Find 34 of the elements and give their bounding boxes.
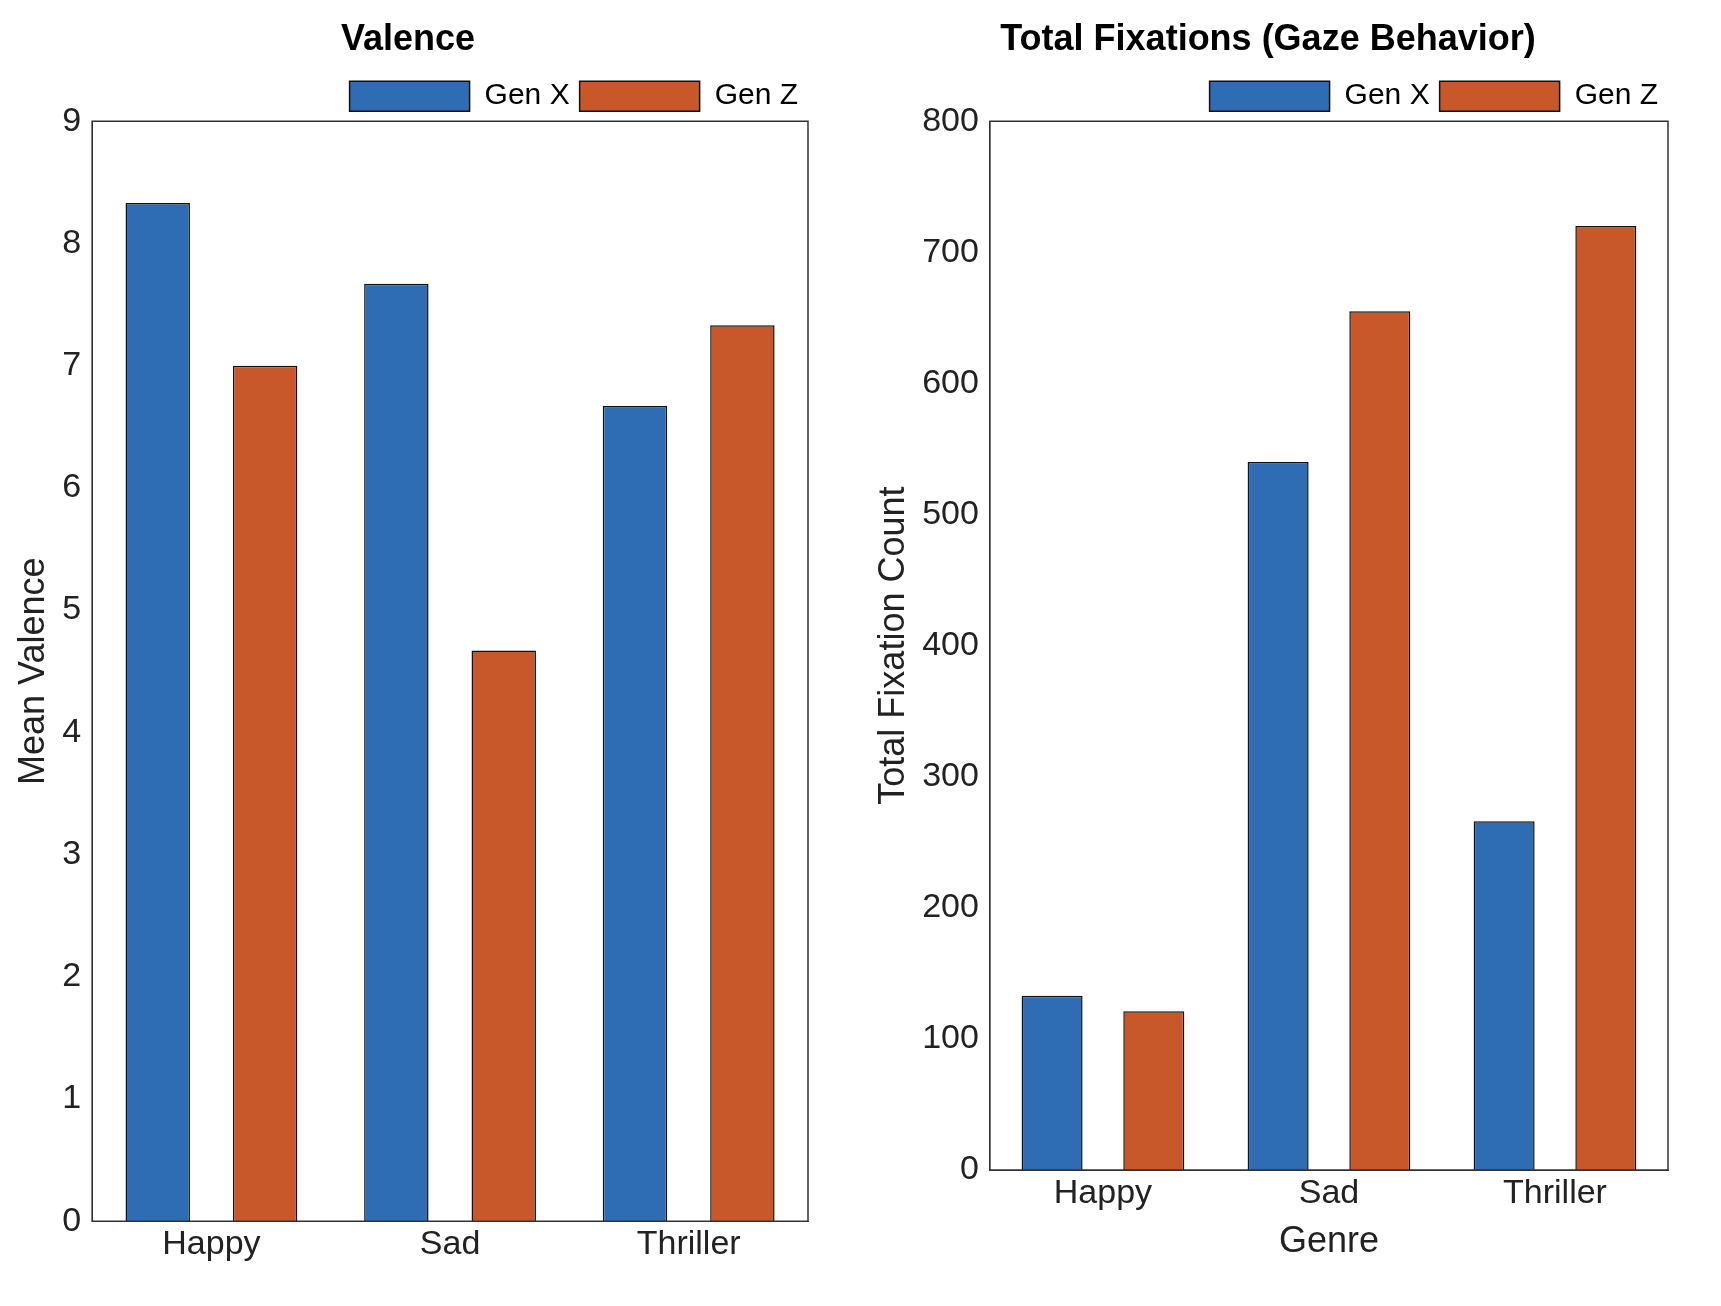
x-tick-label: Happy	[162, 1222, 261, 1261]
x-axis-title: Genre	[1278, 1219, 1379, 1261]
y-tick-label: 700	[922, 230, 979, 269]
y-tick-label: 800	[922, 99, 979, 138]
y-tick-label: 1	[62, 1077, 82, 1116]
chart-title: Valence	[340, 16, 476, 58]
y-tick-label: 4	[62, 710, 82, 749]
y-tick-label: 100	[922, 1017, 979, 1056]
y-tick-label: 600	[922, 361, 979, 400]
y-tick-label: 5	[62, 588, 82, 627]
y-tick-label: 0	[960, 1148, 979, 1187]
legend-label: Gen Z	[714, 77, 799, 111]
x-tick-label: Thriller	[1503, 1171, 1607, 1210]
y-axis-title: Total Fixation Count	[870, 486, 912, 805]
y-tick-label: 8	[62, 221, 82, 260]
x-tick-label: Happy	[1053, 1171, 1153, 1210]
x-tick-label: Sad	[1298, 1171, 1360, 1210]
chart-title: Total Fixations (Gaze Behavior)	[1000, 16, 1536, 58]
x-tick-label: Sad	[419, 1222, 481, 1261]
y-tick-label: 7	[62, 344, 82, 383]
y-tick-label: 300	[922, 755, 979, 794]
legend-label: Gen Z	[1574, 77, 1659, 111]
y-tick-label: 6	[62, 466, 82, 505]
y-axis-title: Mean Valence	[10, 557, 52, 785]
legend-label: Gen X	[484, 77, 570, 111]
legend-label: Gen X	[1344, 77, 1430, 111]
y-tick-label: 400	[922, 623, 979, 662]
y-tick-label: 2	[62, 955, 82, 994]
y-tick-label: 9	[62, 99, 82, 138]
y-tick-label: 500	[922, 492, 979, 531]
y-tick-label: 0	[62, 1199, 82, 1238]
x-tick-label: Thriller	[636, 1222, 741, 1261]
y-tick-label: 200	[922, 886, 979, 925]
y-tick-label: 3	[62, 832, 82, 871]
